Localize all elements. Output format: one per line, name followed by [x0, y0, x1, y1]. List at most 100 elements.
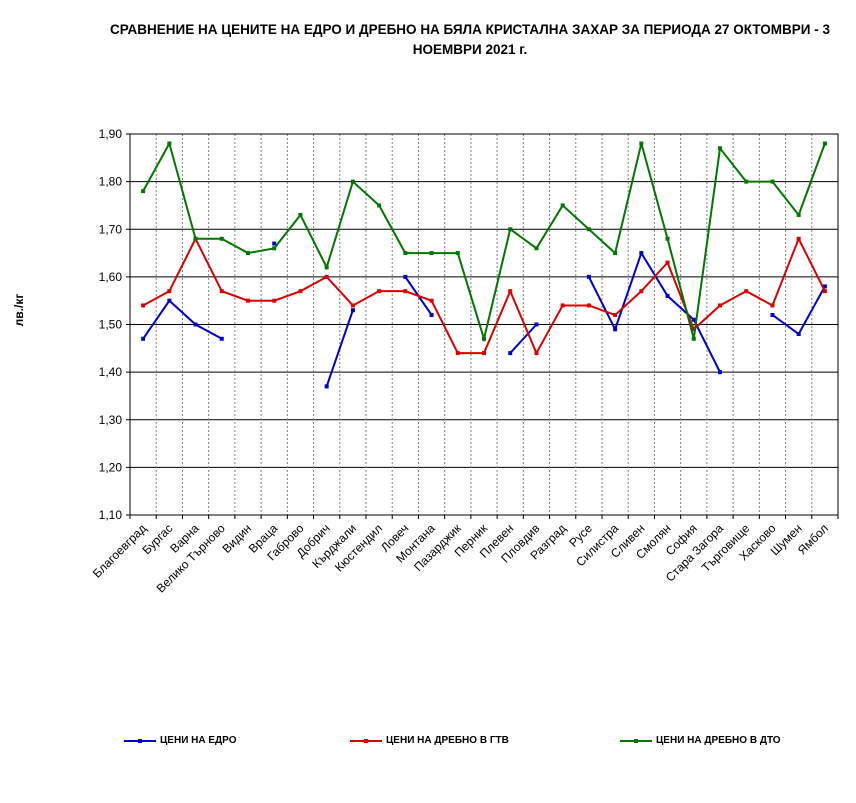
y-tick-label: 1,50 — [99, 318, 123, 332]
y-tick-label: 1,60 — [99, 270, 123, 284]
data-point — [429, 312, 434, 317]
data-point — [508, 289, 513, 294]
data-point — [534, 322, 539, 327]
x-tick-label: Видин — [219, 521, 254, 556]
data-point — [219, 336, 224, 341]
data-point — [167, 141, 172, 146]
data-point — [508, 227, 513, 232]
data-point — [324, 384, 329, 389]
y-tick-label: 1,30 — [99, 413, 123, 427]
data-point — [718, 146, 722, 151]
data-point — [193, 236, 198, 241]
legend-item-wholesale: ЦЕНИ НА ЕДРО — [124, 735, 237, 746]
data-point — [770, 303, 775, 308]
data-point — [613, 251, 618, 256]
legend-item-retail-dto: ЦЕНИ НА ДРЕБНО В ДТО — [620, 735, 781, 746]
data-point — [613, 312, 618, 317]
data-point — [482, 336, 486, 341]
data-point — [639, 289, 644, 294]
data-point — [350, 308, 355, 313]
data-point — [482, 351, 486, 356]
data-point — [691, 336, 696, 341]
data-point — [141, 303, 146, 308]
data-point — [718, 370, 722, 375]
data-point — [744, 179, 749, 184]
data-point — [403, 274, 408, 279]
data-point — [298, 212, 303, 217]
data-point — [429, 251, 434, 256]
data-point — [141, 189, 146, 194]
x-tick-label: Благоевград — [90, 521, 149, 580]
data-point — [377, 203, 382, 208]
data-point — [586, 274, 591, 279]
data-point — [298, 289, 303, 294]
legend-swatch-wholesale — [124, 736, 156, 746]
legend-label-retail-dto: ЦЕНИ НА ДРЕБНО В ДТО — [656, 735, 781, 746]
data-point — [167, 289, 172, 294]
data-point — [350, 303, 355, 308]
data-point — [508, 351, 513, 356]
legend-swatch-retail-gtv — [350, 736, 382, 746]
series-line — [771, 285, 826, 336]
data-point — [534, 246, 539, 251]
data-point — [560, 203, 565, 208]
data-point — [324, 274, 329, 279]
series-line — [142, 140, 826, 343]
data-point — [639, 141, 644, 146]
series-line — [587, 250, 721, 373]
series-1 — [141, 236, 827, 356]
data-point — [560, 303, 565, 308]
data-point — [691, 327, 696, 332]
legend-swatch-retail-dto — [620, 736, 652, 746]
series-2 — [141, 140, 827, 343]
data-point — [691, 317, 696, 322]
data-point — [534, 351, 539, 356]
data-point — [770, 312, 775, 317]
legend-item-retail-gtv: ЦЕНИ НА ДРЕБНО В ГТВ — [350, 735, 509, 746]
data-point — [193, 322, 198, 327]
data-point — [429, 298, 434, 303]
legend-label-retail-gtv: ЦЕНИ НА ДРЕБНО В ГТВ — [386, 735, 509, 746]
data-point — [586, 227, 591, 232]
data-point — [822, 141, 827, 146]
data-point — [272, 241, 277, 246]
y-tick-label: 1,20 — [99, 460, 123, 474]
data-point — [246, 251, 250, 256]
data-point — [219, 236, 224, 241]
data-point — [272, 246, 277, 251]
plot-area — [129, 133, 839, 516]
data-point — [219, 289, 224, 294]
chart-title: СРАВНЕНИЕ НА ЦЕНИТЕ НА ЕДРО И ДРЕБНО НА … — [109, 22, 830, 57]
data-point — [272, 298, 277, 303]
data-point — [639, 251, 644, 256]
data-point — [141, 336, 146, 341]
y-tick-label: 1,70 — [99, 222, 123, 236]
data-point — [246, 298, 250, 303]
data-point — [377, 289, 382, 294]
data-point — [796, 236, 801, 241]
series-0 — [141, 241, 827, 389]
data-point — [455, 251, 460, 256]
series-line — [509, 323, 538, 354]
data-point — [822, 284, 827, 289]
data-point — [455, 351, 460, 356]
data-point — [665, 236, 670, 241]
data-point — [403, 251, 408, 256]
data-point — [718, 303, 722, 308]
series-line — [142, 299, 223, 340]
data-point — [350, 179, 355, 184]
data-point — [796, 332, 801, 337]
y-tick-label: 1,80 — [99, 175, 123, 189]
data-point — [586, 303, 591, 308]
data-point — [167, 298, 172, 303]
data-point — [324, 265, 329, 270]
y-tick-label: 1,90 — [99, 127, 123, 141]
data-point — [822, 289, 827, 294]
data-point — [770, 179, 775, 184]
y-tick-label: 1,10 — [99, 508, 123, 522]
data-point — [665, 260, 670, 265]
data-point — [403, 289, 408, 294]
data-point — [744, 289, 749, 294]
data-point — [613, 327, 618, 332]
